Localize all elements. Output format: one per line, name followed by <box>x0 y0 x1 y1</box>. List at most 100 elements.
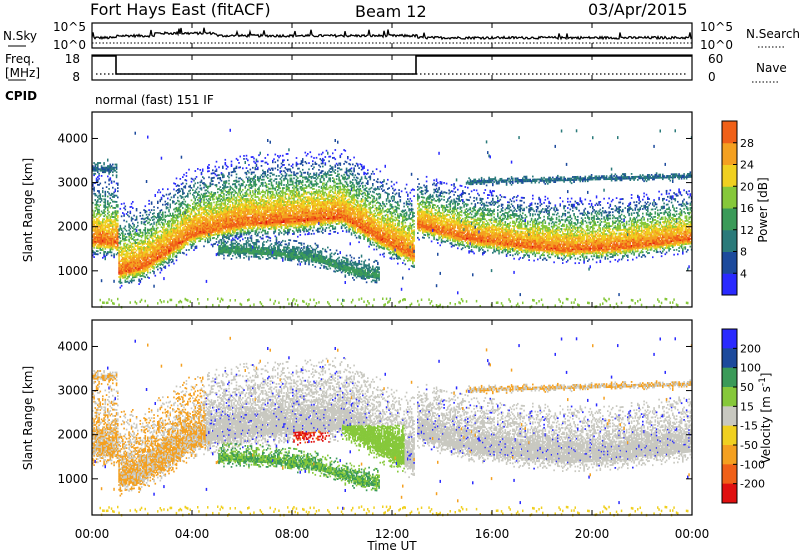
power-cell <box>145 229 147 231</box>
power-cell <box>110 177 112 179</box>
power-cell <box>131 234 133 236</box>
power-cell <box>113 181 115 183</box>
power-cell <box>117 224 119 226</box>
power-data <box>92 129 692 309</box>
power-cell <box>117 197 119 199</box>
power-cell <box>100 197 102 199</box>
power-cell <box>102 190 104 193</box>
power-cell <box>132 218 134 220</box>
power-cell <box>148 239 150 241</box>
power-cell <box>117 210 119 212</box>
power-cell <box>150 212 152 214</box>
power-cell <box>107 302 109 305</box>
power-cell <box>142 267 144 269</box>
power-cell <box>128 239 130 241</box>
power-cell <box>107 196 109 198</box>
power-cell <box>127 276 129 278</box>
power-cell <box>112 187 114 189</box>
power-cell <box>128 282 130 284</box>
power-cell <box>108 205 110 207</box>
power-cell <box>131 220 133 222</box>
power-cell <box>113 253 115 255</box>
power-cell <box>120 225 122 227</box>
power-cell <box>110 164 112 166</box>
power-cell <box>111 299 113 302</box>
power-cell <box>130 301 132 304</box>
nave-tick-top: 60 <box>708 52 723 66</box>
power-cell <box>140 301 142 304</box>
power-cell <box>145 239 147 241</box>
power-cell <box>136 208 138 210</box>
power-cell <box>148 232 150 234</box>
power-cell <box>100 252 102 254</box>
power-cell <box>162 188 164 190</box>
power-cell <box>150 272 152 274</box>
power-cell <box>120 244 122 246</box>
power-cell <box>157 191 159 193</box>
power-cell <box>118 304 120 307</box>
power-cell <box>93 190 95 192</box>
power-cell <box>105 199 107 201</box>
power-cell <box>122 232 124 234</box>
power-cell <box>130 231 132 233</box>
power-cell <box>145 276 147 278</box>
power-cell <box>116 164 118 166</box>
power-cell <box>153 273 155 275</box>
power-cell <box>146 220 148 222</box>
power-cell <box>97 250 99 252</box>
power-cell <box>98 175 100 177</box>
power-cell <box>111 219 113 221</box>
power-cell <box>98 210 100 212</box>
power-cell <box>116 165 118 167</box>
power-cell <box>158 259 160 261</box>
power-cell <box>147 270 149 272</box>
power-cell <box>157 201 159 203</box>
power-cell <box>158 240 160 242</box>
power-cell <box>145 300 147 303</box>
power-cell <box>142 273 144 275</box>
power-cell <box>126 236 128 238</box>
power-cell <box>113 256 115 258</box>
power-cell <box>95 193 97 195</box>
power-cell <box>130 211 132 213</box>
power-cell <box>97 204 99 206</box>
power-cell <box>110 197 112 199</box>
power-cell <box>151 201 153 203</box>
power-cell <box>136 229 138 232</box>
power-cell <box>125 233 127 235</box>
power-cell <box>113 280 115 283</box>
power-cell <box>145 224 147 226</box>
power-cell <box>140 280 142 282</box>
power-cell <box>95 173 97 175</box>
power-cell <box>105 182 107 184</box>
power-cell <box>97 165 99 167</box>
power-cell <box>153 212 155 214</box>
power-cell <box>148 277 150 279</box>
power-panel: 1000200030004000 Slant Range [km] 481216… <box>21 112 770 309</box>
power-cell <box>136 227 138 229</box>
power-cell <box>126 221 128 223</box>
power-cell <box>143 273 145 275</box>
power-cell <box>136 216 138 218</box>
power-cell <box>105 195 107 197</box>
power-cell <box>146 214 148 216</box>
power-cell <box>153 271 155 273</box>
power-cell <box>157 207 159 209</box>
power-cell <box>127 259 129 261</box>
power-cell <box>127 247 129 249</box>
freq-tick-bottom: 8 <box>72 70 80 84</box>
power-cell <box>100 183 102 185</box>
power-cell <box>146 180 148 183</box>
power-cell <box>136 276 138 278</box>
noise-right-tick-top: 10^5 <box>700 20 733 34</box>
power-cell <box>127 278 129 280</box>
power-cell <box>125 226 127 228</box>
power-cell <box>133 226 135 228</box>
power-cell <box>93 187 95 189</box>
power-cell <box>135 132 137 135</box>
power-cell <box>157 269 159 271</box>
power-cell <box>137 225 139 227</box>
power-cell <box>158 235 160 237</box>
power-cell <box>120 237 122 239</box>
power-cell <box>127 251 129 253</box>
